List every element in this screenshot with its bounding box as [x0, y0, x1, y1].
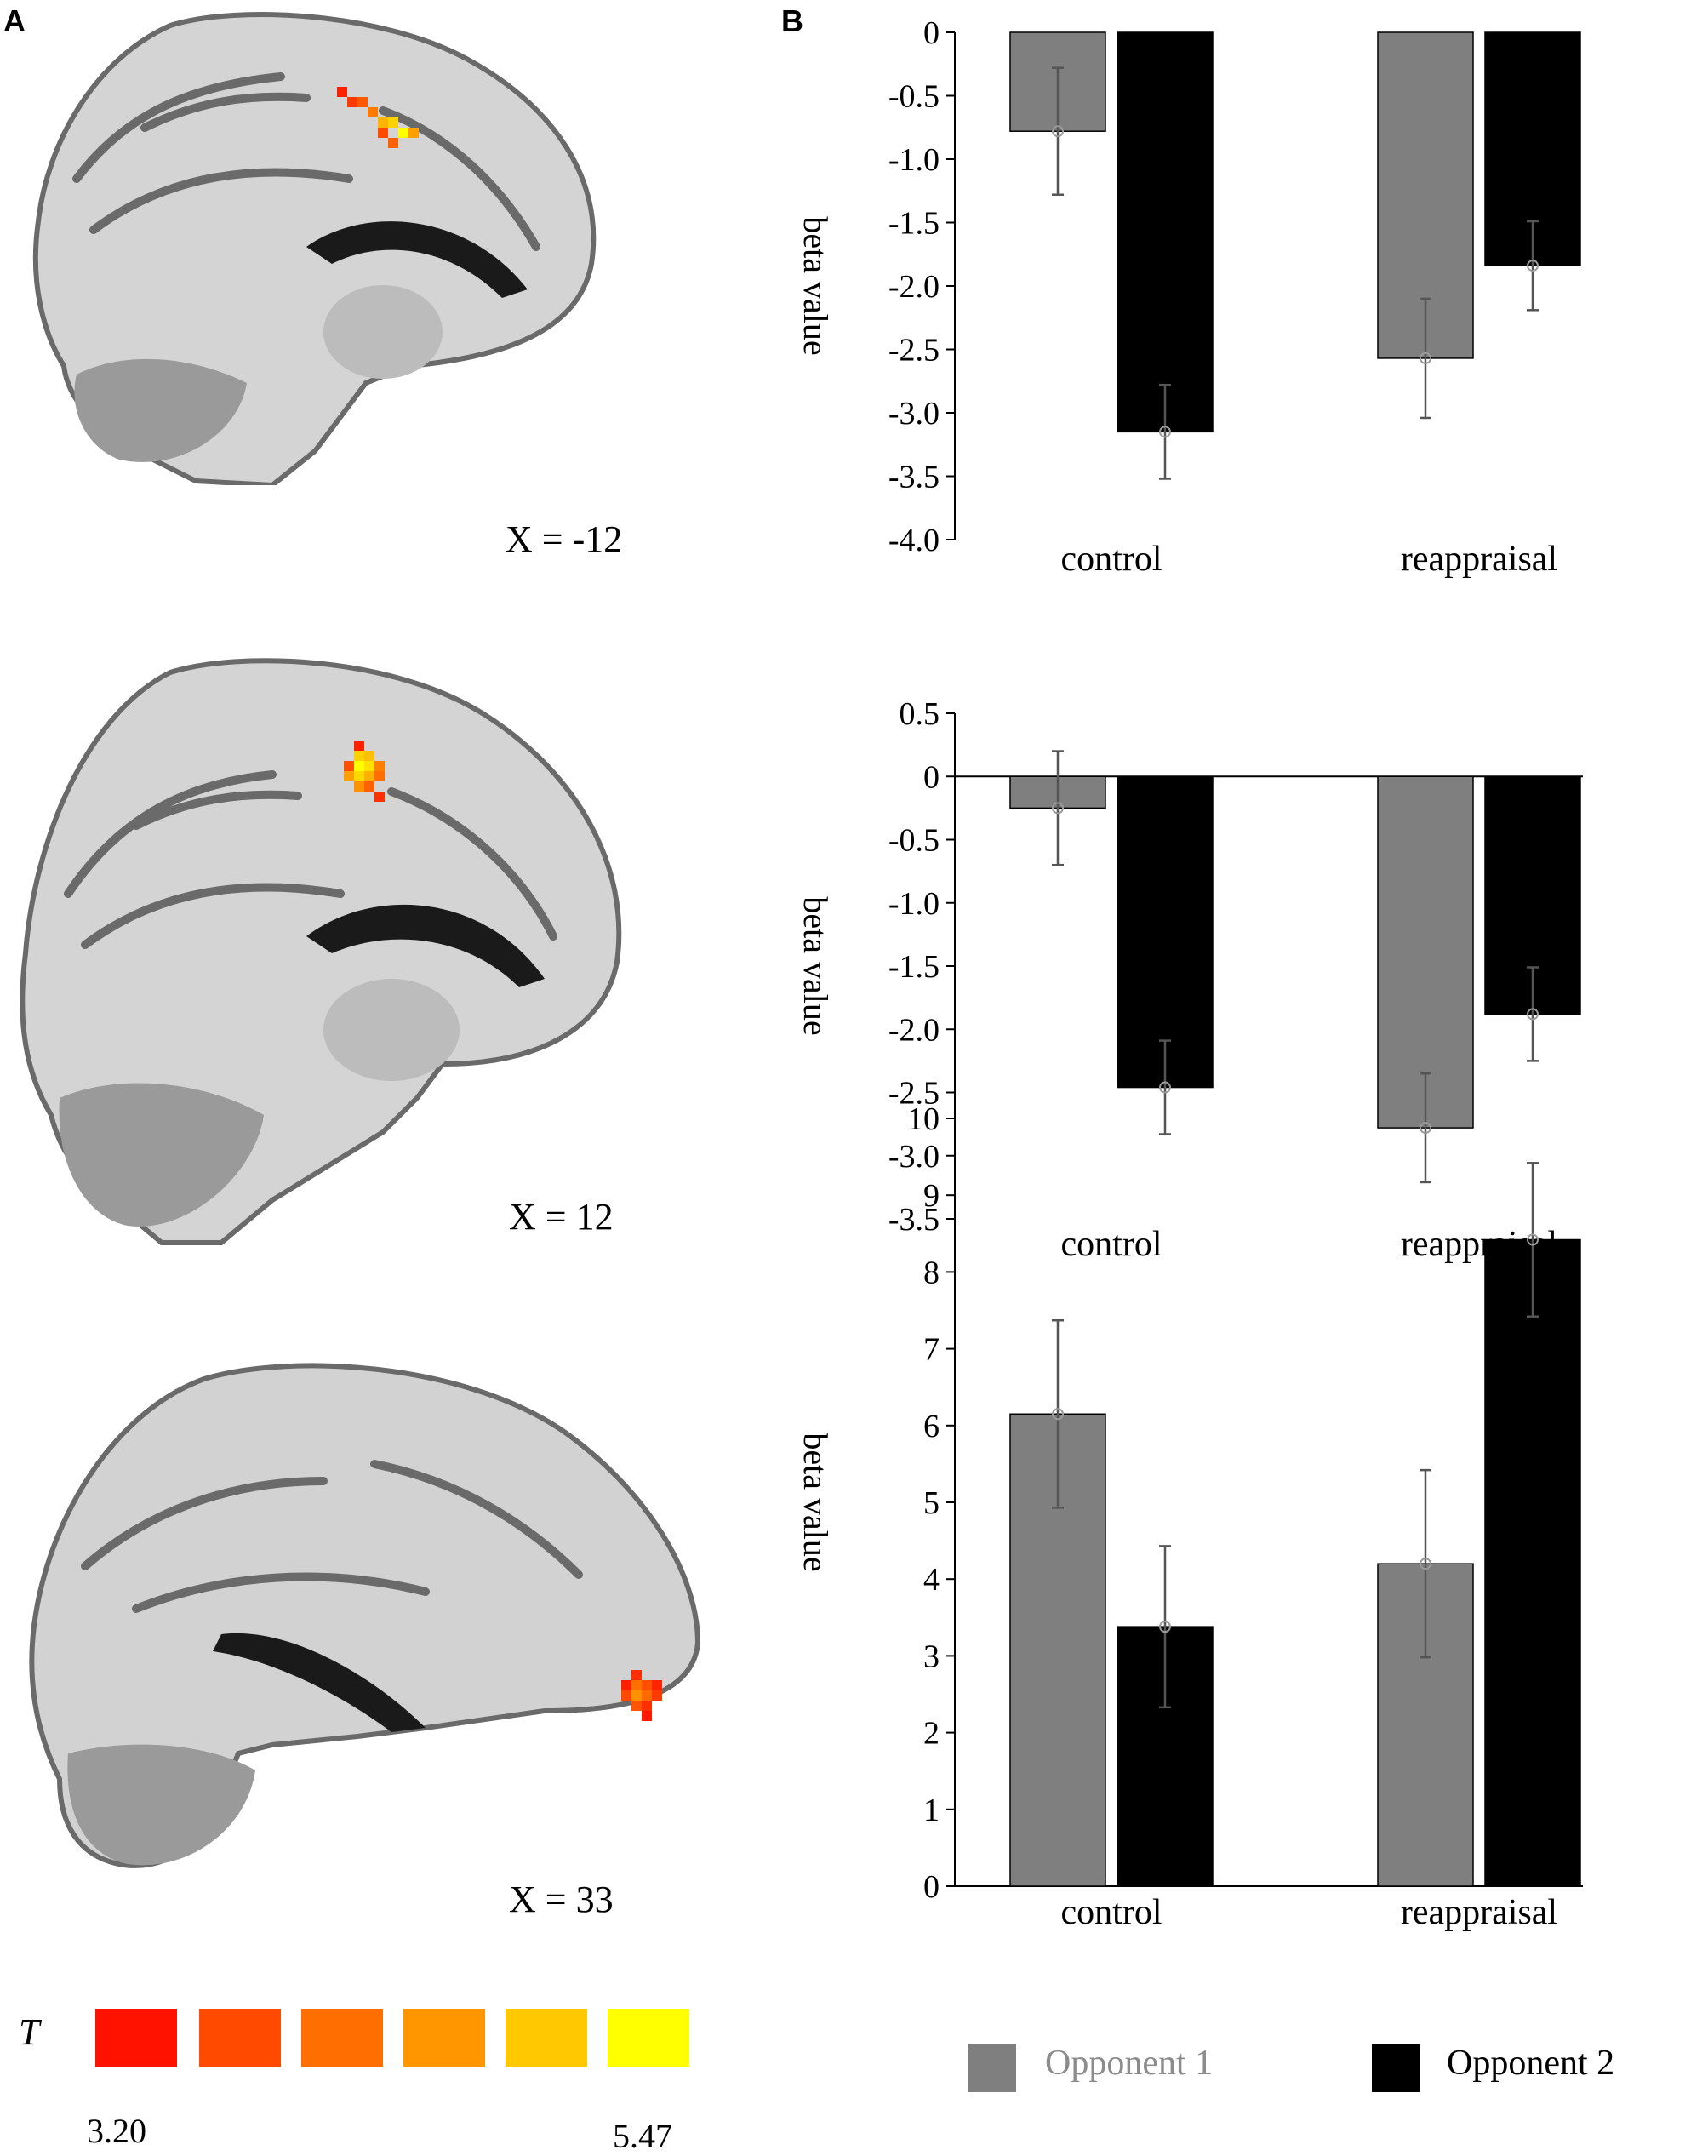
chart-3-tick-label: 2 — [923, 1716, 940, 1752]
chart-1-mean-marker — [1420, 352, 1431, 364]
chart-1-tick-label: -2.0 — [888, 269, 940, 305]
chart-2-tick-label: -2.5 — [888, 1076, 940, 1112]
chart-3-tick-label: 0 — [923, 1869, 940, 1905]
chart-1-category-label: control — [1061, 540, 1162, 579]
legend-label-opponent-2: Opponent 2 — [1447, 2044, 1615, 2083]
brain-slice-1 — [32, 12, 597, 485]
chart-3-tick-label: 5 — [923, 1485, 940, 1521]
chart-1-tick-label: -3.5 — [888, 460, 940, 495]
colorbar-swatch-4 — [403, 2009, 485, 2067]
chart-1-tick-label: 0 — [923, 15, 940, 51]
coord-label-2: X = 12 — [509, 1196, 614, 1238]
chart-2-tick-label: 0.5 — [900, 696, 940, 732]
chart-2-tick-label: -3.5 — [888, 1202, 940, 1238]
chart-3-mean-marker — [1420, 1558, 1431, 1570]
colorbar-swatch-6 — [608, 2009, 689, 2067]
chart-1-category-label: reappraisal — [1401, 540, 1557, 579]
chart-3-mean-marker — [1159, 1621, 1171, 1633]
activation-cluster-2 — [344, 741, 385, 802]
chart-3-tick-label: 10 — [907, 1101, 940, 1137]
chart-1-bar-control-2 — [1117, 31, 1214, 433]
chart-2-mean-marker — [1527, 1008, 1539, 1021]
chart-3-mean-marker — [1527, 1233, 1539, 1246]
chart-1-tick-label: -3.0 — [888, 396, 940, 432]
legend-label-opponent-1: Opponent 1 — [1045, 2044, 1214, 2083]
chart-2-mean-marker — [1420, 1122, 1431, 1135]
colorbar-max-label: 5.47 — [613, 2117, 672, 2155]
brain-slice-2 — [20, 658, 622, 1245]
colorbar-swatch-1 — [95, 2009, 177, 2067]
coord-label-3: X = 33 — [509, 1879, 614, 1920]
chart-2-tick-label: -3.0 — [888, 1139, 940, 1175]
chart-2-category-label: control — [1061, 1225, 1162, 1264]
colorbar-swatch-2 — [199, 2009, 281, 2067]
chart-3-mean-marker — [1052, 1408, 1064, 1421]
chart-2-tick-label: -1.5 — [888, 949, 940, 985]
chart-2-tick-label: -2.0 — [888, 1012, 940, 1048]
chart-3-tick-label: 3 — [923, 1638, 940, 1674]
chart-2-bar-control-2 — [1117, 775, 1214, 1089]
chart-3-category-label: reappraisal — [1401, 1893, 1557, 1932]
chart-1-tick-label: -1.5 — [888, 206, 940, 242]
chart-2-tick-label: -1.0 — [888, 886, 940, 922]
chart-1-tick-label: -4.0 — [888, 523, 940, 558]
chart-3-tick-label: 1 — [923, 1793, 940, 1828]
colorbar-swatch-3 — [301, 2009, 383, 2067]
legend-swatch-opponent-2 — [1372, 2044, 1420, 2092]
brain-slice-3 — [29, 1363, 701, 1868]
chart-1-ylabel: beta value — [797, 216, 835, 355]
chart-2-mean-marker — [1052, 802, 1064, 815]
chart-2-bar-reappraisal-1 — [1377, 775, 1474, 1129]
chart-3-tick-label: 6 — [923, 1409, 940, 1444]
chart-3-tick-label: 4 — [923, 1562, 940, 1598]
chart-3-tick-label: 8 — [923, 1255, 940, 1290]
chart-2-tick-label: 0 — [923, 759, 940, 795]
legend-swatch-opponent-1 — [968, 2044, 1016, 2092]
coord-label-1: X = -12 — [506, 518, 623, 560]
activation-cluster-3 — [621, 1670, 662, 1721]
chart-3-bar-reappraisal-2 — [1484, 1238, 1581, 1887]
chart-1-mean-marker — [1527, 260, 1539, 272]
chart-3-tick-label: 9 — [923, 1178, 940, 1214]
chart-2-mean-marker — [1159, 1081, 1171, 1094]
colorbar-title: T — [19, 2011, 40, 2053]
panel-letter-a: A — [3, 3, 26, 38]
chart-2-tick-label: -0.5 — [888, 823, 940, 859]
chart-3-tick-label: 7 — [923, 1332, 940, 1368]
chart-1-mean-marker — [1159, 426, 1171, 438]
chart-1-tick-label: -2.5 — [888, 333, 940, 369]
chart-2-ylabel: beta value — [797, 896, 835, 1035]
panel-letter-b: B — [781, 3, 803, 38]
chart-3-category-label: control — [1061, 1893, 1162, 1932]
colorbar-min-label: 3.20 — [87, 2112, 146, 2150]
chart-3-ylabel: beta value — [797, 1433, 835, 1571]
chart-1-tick-label: -1.0 — [888, 142, 940, 178]
colorbar-swatch-5 — [506, 2009, 587, 2067]
activation-cluster-1 — [337, 87, 419, 148]
chart-1-tick-label: -0.5 — [888, 79, 940, 115]
chart-1-mean-marker — [1052, 125, 1064, 138]
